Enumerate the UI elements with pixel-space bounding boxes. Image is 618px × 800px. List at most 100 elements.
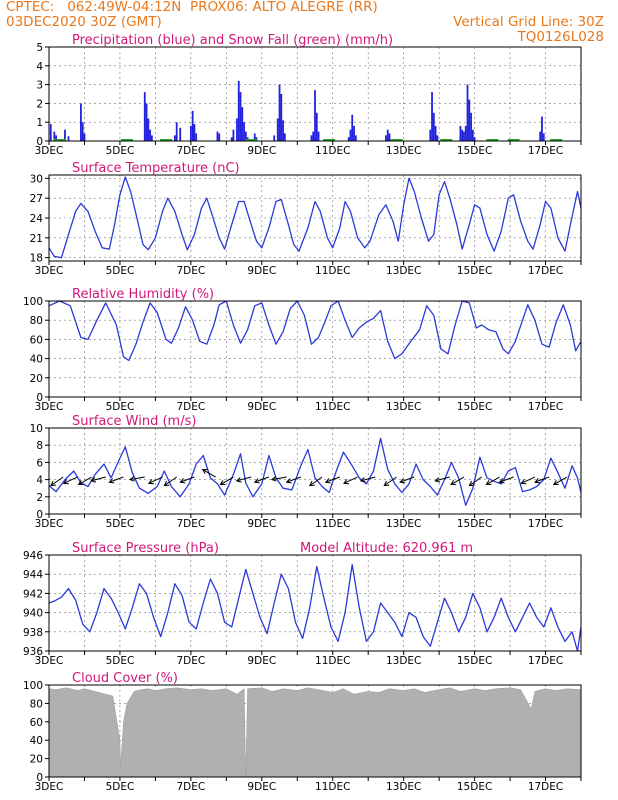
panel-title: Precipitation (blue) and Snow Fall (gree… [72,33,393,48]
wind-vector [450,476,465,485]
precip-bar [351,114,354,141]
y-tick-label: 942 [23,588,43,600]
precip-bar [542,133,545,141]
precip-bar [280,94,283,141]
wind-arrowhead [383,480,390,487]
y-tick-label: 100 [23,680,43,692]
wind-arrowhead [77,480,84,486]
precip-bar [466,84,469,141]
x-tick-label: 15DEC [457,401,492,413]
x-tick-label: 17DEC [528,145,563,157]
precip-bar [236,118,238,141]
precip-bar [175,122,178,141]
wind-vector [469,476,482,487]
x-tick-label: 7DEC [176,655,205,667]
x-tick-label: 3DEC [35,781,64,793]
precip-bar [149,129,151,141]
wind-vector [383,476,397,487]
wind-arrowhead [434,477,441,483]
precip-bar [53,131,56,141]
wind-vector [271,476,287,481]
precip-bar [434,125,437,141]
snow-bar [160,139,173,141]
precip-bar [241,107,244,141]
y-tick-label: 60 [30,717,43,729]
wind-vector [553,476,568,485]
y-tick-label: 20 [30,754,43,766]
precip-bar [468,99,471,141]
panel-frame [48,46,582,142]
precip-bar [195,133,198,141]
wind-vector [499,476,514,483]
precip-bar [276,118,279,141]
x-tick-label: 15DEC [457,518,492,530]
x-tick-label: 11DEC [315,518,350,530]
x-tick-label: 7DEC [176,518,205,530]
panel-title: Surface Wind (m/s) [72,414,196,429]
precip-bar [147,118,150,141]
precip-bar [388,133,391,141]
x-tick-label: 5DEC [106,655,135,667]
x-tick-label: 3DEC [35,518,64,530]
wind-vector [129,476,145,481]
wind-arrowhead [128,476,135,482]
panel-title: Surface Pressure (hPa) [72,541,219,556]
wind-arrowhead [359,477,366,483]
snow-bar [323,139,336,141]
wind-arrowhead [108,478,115,484]
x-tick-label: 15DEC [457,655,492,667]
y-tick-label: 80 [30,698,43,710]
precip-bar [459,125,462,141]
snow-bar [121,139,134,141]
y-tick-label: 6 [36,457,43,469]
precip-bar [473,137,476,141]
x-tick-label: 13DEC [386,518,421,530]
wind-vector [360,476,376,482]
precip-bar [464,125,467,141]
series-line [48,176,582,259]
precip-bar [218,133,221,141]
x-tick-label: 9DEC [247,401,276,413]
x-tick-label: 15DEC [457,145,492,157]
wind-arrowhead [219,480,226,486]
precip-bar [354,135,357,141]
x-tick-label: 9DEC [247,265,276,277]
wind-arrowhead [253,478,260,484]
x-tick-label: 5DEC [106,145,135,157]
y-tick-label: 20 [30,373,43,385]
wind-arrowhead [450,480,457,486]
header-date: 03DEC2020 30Z (GMT) [6,14,162,30]
precip-bar [55,135,57,141]
wind-arrowhead [343,479,350,485]
precip-bar [179,127,182,141]
y-tick-label: 0 [36,136,43,148]
precip-bar [189,125,192,141]
precip-bar [386,129,389,141]
y-tick-label: 936 [23,646,43,658]
precip-bar [230,137,233,141]
wind-arrowhead [163,480,170,487]
snow-bar [507,139,520,141]
x-tick-label: 9DEC [247,781,276,793]
precip-bar [314,90,316,141]
snow-bar [245,139,258,141]
precip-bar [461,129,464,141]
wind-vector [78,476,92,485]
y-tick-label: 4 [36,61,43,73]
y-tick-label: 100 [23,296,43,308]
panel-frame [48,300,582,398]
wind-vector [309,476,323,487]
precip-bar [349,129,352,141]
y-tick-label: 24 [30,213,44,225]
y-tick-label: 1 [36,117,43,129]
x-tick-label: 17DEC [528,401,563,413]
precip-bar [174,135,176,141]
precip-bar [191,110,194,141]
x-tick-label: 9DEC [247,145,276,157]
wind-arrowhead [520,479,527,485]
y-tick-label: 0 [36,772,43,784]
x-tick-label: 3DEC [35,401,64,413]
y-tick-label: 946 [23,550,43,562]
y-tick-label: 938 [23,627,43,639]
x-tick-label: 11DEC [315,655,350,667]
